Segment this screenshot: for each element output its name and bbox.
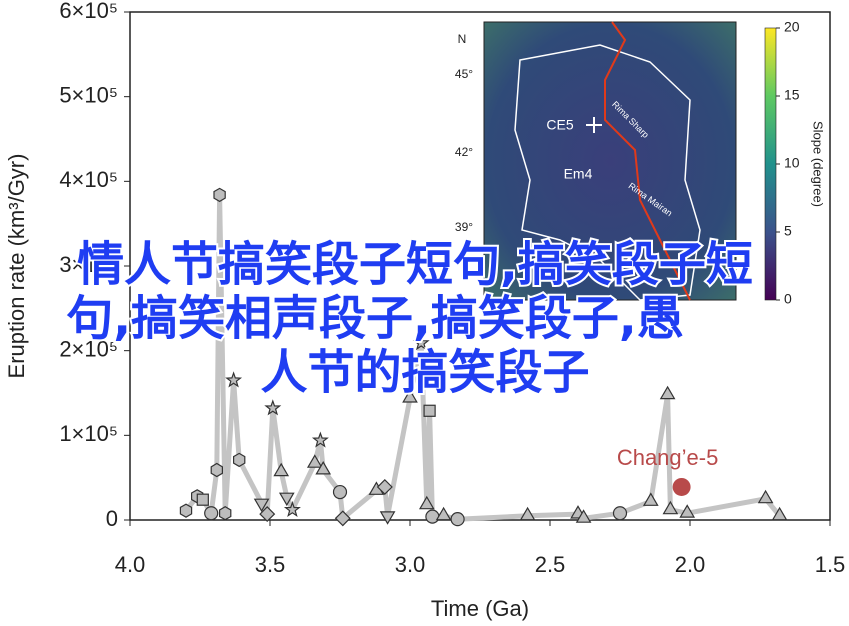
- data-point: [283, 500, 301, 518]
- data-point: [273, 462, 290, 477]
- y-tick-label: 6×10⁵: [59, 0, 118, 23]
- y-axis-label: Eruption rate (km³/Gyr): [4, 154, 29, 379]
- unit-label: Em4: [564, 166, 593, 182]
- y-tick-label: 5×10⁵: [59, 82, 118, 107]
- data-point: [264, 399, 282, 416]
- data-point: [306, 454, 323, 468]
- x-axis-label: Time (Ga): [431, 596, 529, 621]
- data-point: [196, 493, 209, 506]
- annotation-point: [672, 477, 691, 496]
- y-tick-label: 4×10⁵: [59, 167, 118, 192]
- data-point: [315, 461, 332, 475]
- north-label: N: [458, 32, 467, 46]
- lat-label: 45°: [455, 67, 473, 81]
- lat-label: 39°: [455, 220, 473, 234]
- annotation-label: Chang’e-5: [617, 445, 719, 470]
- lat-label: 42°: [455, 145, 473, 159]
- data-point: [213, 187, 226, 203]
- overlay-text: 情人节搞笑段子短句,搞笑段子短 句,搞笑相声段子,搞笑段子,愚 人节的搞笑段子: [64, 236, 755, 403]
- data-point: [334, 510, 351, 527]
- colorbar-tick-label: 10: [784, 155, 800, 171]
- x-tick-label: 2.5: [535, 552, 566, 577]
- data-point: [332, 484, 348, 500]
- colorbar-tick-label: 15: [784, 87, 800, 103]
- data-point: [179, 503, 193, 518]
- overlay-line: 情人节搞笑段子短句,搞笑段子短: [77, 238, 753, 293]
- data-point: [219, 506, 232, 521]
- series-line: [184, 192, 782, 522]
- data-point: [423, 404, 436, 417]
- x-tick-label: 3.0: [395, 552, 426, 577]
- data-point: [418, 495, 435, 510]
- data-point: [575, 509, 592, 523]
- data-point: [311, 431, 329, 448]
- data-point: [435, 506, 452, 521]
- y-tick-label: 0: [106, 506, 118, 531]
- data-point: [757, 489, 774, 504]
- overlay-line: 句,搞笑相声段子,搞笑段子,愚: [66, 292, 684, 347]
- data-point: [210, 462, 223, 478]
- data-point: [379, 511, 396, 525]
- x-tick-label: 4.0: [115, 552, 146, 577]
- data-point: [425, 509, 440, 524]
- x-tick-label: 3.5: [255, 552, 286, 577]
- data-point: [659, 385, 676, 400]
- colorbar-tick-label: 20: [784, 19, 800, 35]
- data-point: [412, 334, 430, 351]
- x-tick-label: 1.5: [815, 552, 846, 577]
- data-point: [679, 504, 696, 518]
- data-point: [259, 506, 276, 523]
- data-point: [253, 498, 270, 513]
- data-point: [204, 506, 219, 521]
- inset-map: N 45° 42° 39° CE5 Em4 Rima Sharp Rima Ma…: [455, 19, 826, 307]
- data-point: [642, 492, 659, 506]
- y-tick-label: 2×10⁵: [59, 336, 118, 361]
- site-cross: [586, 117, 602, 133]
- data-point: [662, 500, 679, 515]
- overlay-line: 人节的搞笑段子: [261, 346, 590, 401]
- y-tick-label: 3×10⁵: [59, 252, 118, 277]
- data-point: [376, 478, 393, 495]
- rille-trace: [604, 21, 691, 301]
- unit-boundary: [514, 44, 701, 301]
- x-tick-label: 2.0: [675, 552, 706, 577]
- data-point: [771, 506, 788, 521]
- colorbar-label: Slope (degree): [811, 121, 826, 207]
- data-point: [233, 452, 246, 468]
- site-label: CE5: [546, 117, 573, 133]
- data-point: [612, 506, 628, 521]
- data-point: [225, 371, 243, 388]
- data-point: [450, 512, 465, 527]
- data-point: [519, 506, 536, 521]
- data-point: [402, 389, 418, 403]
- colorbar-tick-label: 5: [784, 223, 792, 239]
- y-tick-label: 1×10⁵: [59, 421, 118, 446]
- data-point: [278, 492, 295, 507]
- colorbar: [764, 27, 777, 301]
- colorbar-tick-label: 0: [784, 291, 792, 307]
